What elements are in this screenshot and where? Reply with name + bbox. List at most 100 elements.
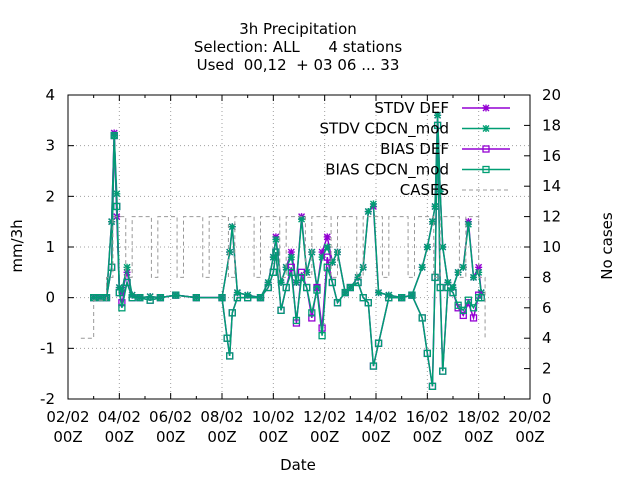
legend-label: STDV CDCN_mod [319,120,449,139]
x-tick-label: 10/02 [252,408,295,426]
data-point [277,278,285,286]
data-point [115,288,123,297]
data-point [354,278,362,287]
data-point [423,349,431,358]
data-point [454,268,462,276]
data-point [113,202,121,211]
data-point [469,314,478,322]
x-tick-label: 00Z [413,428,442,446]
title-line-3: Used 00,12 + 03 06 ... 33 [197,56,400,74]
data-point [439,243,447,251]
data-point [418,263,426,271]
data-point [228,309,236,317]
data-point [423,243,431,251]
x-tick-label: 00Z [156,428,185,446]
data-point [369,362,378,370]
data-point [272,248,280,256]
y-tick-label: 0 [45,289,55,307]
data-point [110,131,118,140]
data-point [364,299,372,307]
data-point [123,263,131,271]
data-point [303,283,311,292]
data-point [323,253,331,261]
x-axis-label: Date [280,456,316,474]
y2-tick-label: 16 [542,147,561,165]
legend-label: BIAS DEF [380,140,449,158]
y2-tick-label: 4 [542,329,552,347]
data-point [287,253,295,261]
data-point [385,294,393,302]
series-cases [80,216,486,339]
data-point [470,273,478,281]
series-line [80,216,486,339]
data-point [318,332,326,340]
data-point [128,294,136,302]
data-point [318,248,326,256]
data-point [439,367,447,375]
x-tick-label: 00Z [53,428,82,446]
x-tick-label: 06/02 [149,408,192,426]
data-point [359,294,367,302]
data-point [297,268,306,276]
data-point [398,294,406,302]
data-point [233,294,242,302]
x-tick-label: 00Z [515,428,544,446]
data-point [354,273,362,281]
data-point [475,263,483,271]
y-tick-label: 3 [45,137,55,155]
x-tick-label: 02/02 [46,408,89,426]
data-point [264,278,272,286]
data-point [369,200,377,208]
x-tick-label: 00Z [105,428,134,446]
title-line-1: 3h Precipitation [239,20,357,38]
data-point [459,263,467,271]
data-point [287,248,295,256]
y2-tick-label: 12 [542,208,561,226]
data-point [464,220,472,228]
axes: 02/02 00Z 04/02 00Z 06/02 00Z 08/02 00Z 10/02 00Z… [40,86,561,446]
data-point [226,248,234,256]
legend-label: BIAS CDCN_mod [325,161,449,180]
data-point [375,289,383,297]
data-point [156,294,165,302]
data-point [218,294,226,302]
data-point [333,299,342,307]
legend-item: CASES [400,181,510,199]
series-bias-cdcn-mod [90,121,485,390]
x-tick-label: 14/02 [354,408,397,426]
data-point [328,258,336,266]
title-line-2: Selection: ALL 4 stations [194,38,402,56]
data-point [277,306,285,314]
series-layer [80,111,486,390]
data-point [436,283,444,292]
data-point [136,294,144,302]
y2-tick-label: 2 [542,360,552,378]
data-point [341,288,349,297]
y-tick-label: 1 [45,238,55,256]
legend-label: CASES [400,181,449,199]
data-point [287,268,295,276]
data-point [282,283,290,292]
y-tick-label: 2 [45,187,55,205]
data-point [449,288,457,297]
data-point [444,278,452,286]
data-point [418,314,426,322]
y2-tick-label: 10 [542,238,561,256]
data-point [323,263,331,271]
data-point [469,304,478,312]
legend-item: BIAS CDCN_mod [325,161,510,180]
title-group: 3h Precipitation Selection: ALL 4 statio… [194,20,402,74]
data-point [323,233,331,241]
x-tick-label: 20/02 [508,408,551,426]
data-point [264,283,272,292]
legend-marker [482,125,490,132]
data-point [123,278,131,287]
data-point [146,296,154,304]
data-point [364,208,372,216]
y-tick-label: 4 [45,86,55,104]
legend-marker [482,165,490,174]
data-point [297,273,306,282]
data-point [298,215,306,223]
data-point [287,263,295,271]
